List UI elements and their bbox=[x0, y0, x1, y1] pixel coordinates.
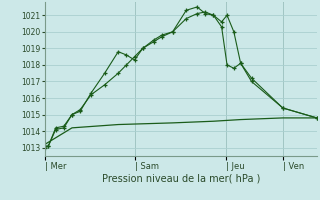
X-axis label: Pression niveau de la mer( hPa ): Pression niveau de la mer( hPa ) bbox=[102, 173, 260, 183]
